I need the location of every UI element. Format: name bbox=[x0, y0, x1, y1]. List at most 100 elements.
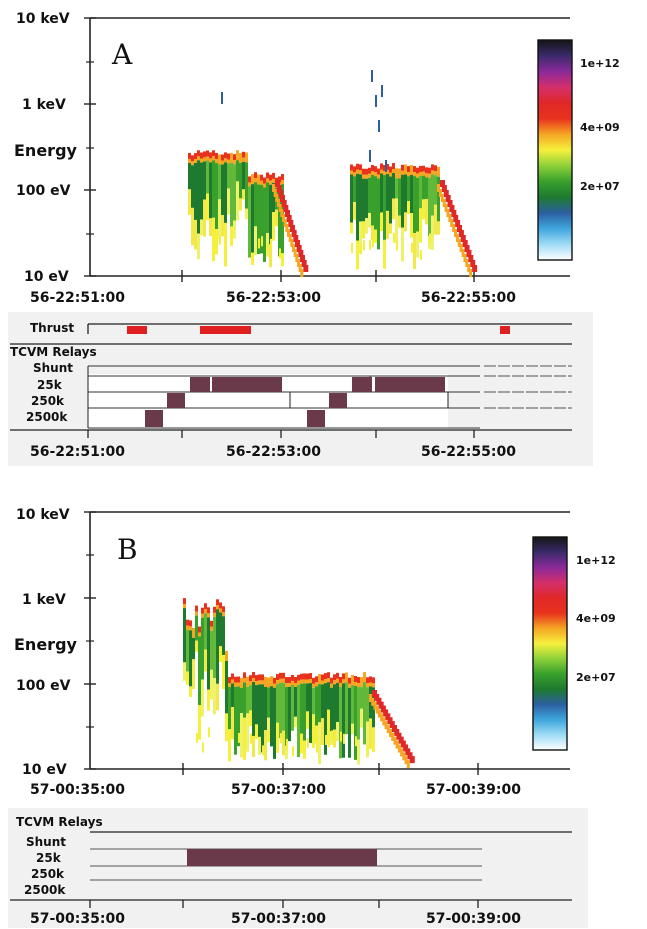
spectrogram-pixel bbox=[207, 689, 210, 711]
spectrogram-pixel bbox=[389, 172, 392, 177]
spectrogram-pixel bbox=[378, 701, 384, 709]
spectrogram-pixel bbox=[395, 740, 399, 749]
spectrogram-pixel bbox=[393, 232, 395, 243]
spectrogram-pixel bbox=[366, 683, 369, 688]
spectrogram-pixel bbox=[437, 166, 440, 173]
spectrogram-pixel bbox=[291, 674, 294, 681]
panel-a-label: A bbox=[111, 38, 133, 71]
spectrogram-pixel bbox=[353, 172, 356, 177]
relay-state-bar bbox=[307, 410, 325, 427]
spectrogram-pixel bbox=[258, 680, 261, 685]
spectrogram-pixel bbox=[413, 172, 416, 177]
spectrogram-pixel bbox=[209, 218, 212, 237]
spectrogram-pixel bbox=[261, 680, 264, 685]
spectrogram-pixel bbox=[197, 233, 200, 260]
spectrogram-pixel bbox=[389, 166, 392, 173]
spectrogram-pixel bbox=[216, 599, 219, 606]
spectrogram-pixel bbox=[428, 177, 431, 237]
spectrogram-pixel bbox=[371, 171, 374, 176]
spectrogram-pixel bbox=[285, 677, 288, 684]
panel-a-relay-25k: 25k bbox=[37, 378, 63, 392]
spectrogram-pixel bbox=[210, 620, 213, 627]
spectrogram-pixel bbox=[201, 679, 204, 717]
spectrogram-pixel bbox=[196, 733, 198, 744]
spectrogram-pixel bbox=[210, 630, 213, 670]
spectrogram-pixel bbox=[273, 189, 277, 197]
spectrogram-pixel bbox=[365, 178, 368, 219]
spectrogram-pixel bbox=[371, 175, 374, 226]
spectrogram-pixel bbox=[188, 158, 191, 163]
spectrogram-pixel bbox=[254, 182, 257, 227]
spectrogram-pixel bbox=[285, 745, 288, 760]
spectrogram-pixel bbox=[413, 233, 416, 269]
spectrogram-pixel bbox=[207, 607, 210, 614]
spectrogram-pixel bbox=[303, 673, 306, 680]
panel-a-cb-label-2: 4e+09 bbox=[580, 121, 620, 134]
spectrogram-pixel bbox=[431, 164, 434, 171]
panel-b-relay-background bbox=[8, 808, 588, 928]
spectrogram-pixel bbox=[248, 176, 251, 183]
spectrogram-pixel bbox=[422, 165, 425, 172]
spectrogram-pixel bbox=[339, 682, 342, 687]
panel-b-cb-label-3: 2e+07 bbox=[576, 671, 616, 684]
spectrogram-pixel bbox=[264, 676, 267, 683]
spectrogram-pixel bbox=[245, 152, 248, 159]
panel-b-relays-title: TCVM Relays bbox=[16, 815, 103, 829]
spectrogram-pixel bbox=[276, 722, 279, 753]
spectrogram-pixel bbox=[470, 260, 476, 267]
spectrogram-pixel bbox=[237, 686, 240, 747]
relay-state-bar bbox=[190, 377, 210, 392]
spectrogram-pixel bbox=[425, 177, 428, 199]
spectrogram-pixel bbox=[368, 177, 371, 213]
spectrogram-pixel bbox=[225, 656, 228, 661]
spectrogram-pixel bbox=[195, 611, 198, 616]
spectrogram-pixel bbox=[315, 682, 318, 687]
spectrogram-pixel bbox=[391, 732, 395, 741]
panel-b-ytick-100ev: 100 eV bbox=[16, 678, 71, 694]
spectrogram-pixel bbox=[360, 677, 363, 684]
relay-state-bar bbox=[212, 377, 282, 392]
spectrogram-pixel bbox=[209, 152, 212, 159]
spectrogram-pixel bbox=[195, 605, 198, 612]
spectrogram-pixel bbox=[189, 620, 192, 627]
spectrogram-pixel bbox=[230, 158, 233, 163]
spectrogram-pixel bbox=[327, 678, 330, 683]
spectrogram-pixel bbox=[275, 180, 280, 187]
spectrogram-pixel bbox=[273, 687, 276, 759]
spectrogram-pixel bbox=[321, 680, 324, 685]
spectrogram-pixel bbox=[236, 150, 239, 157]
spectrogram-pixel bbox=[368, 173, 371, 178]
spectrogram-pixel bbox=[281, 253, 284, 267]
spectrogram-pixel bbox=[234, 686, 237, 755]
spectrogram-pixel bbox=[457, 239, 461, 247]
spectrogram-pixel bbox=[425, 167, 428, 174]
panel-a-relay-xticks bbox=[87, 430, 475, 438]
panel-b-colorbar-scale bbox=[532, 536, 568, 751]
spectrogram-pixel bbox=[221, 164, 224, 215]
spectrogram-pixel bbox=[257, 184, 260, 254]
spectrogram-pixel bbox=[357, 677, 360, 684]
panel-b-xtick-3: 57-00:39:00 bbox=[426, 782, 521, 798]
spectrogram-pixel bbox=[277, 199, 280, 207]
spectrogram-pixel bbox=[262, 745, 264, 756]
spectrogram-pixel bbox=[342, 683, 345, 758]
spectrogram-pixel bbox=[398, 215, 401, 228]
spectrogram-pixel bbox=[219, 602, 222, 609]
spectrogram-pixel bbox=[224, 152, 227, 159]
spectrogram-pixel bbox=[238, 732, 240, 743]
spectrogram-pixel bbox=[312, 683, 315, 688]
spectrogram-pixel bbox=[372, 690, 377, 697]
spectrogram-pixel bbox=[389, 223, 392, 234]
spectrogram-pixel bbox=[422, 199, 425, 220]
spectrogram-pixel bbox=[216, 609, 219, 684]
spectrogram-pixel bbox=[261, 674, 264, 681]
panel-a-colorbar-scale bbox=[537, 39, 573, 261]
spectrogram-pixel bbox=[294, 676, 297, 683]
spectrogram-pixel bbox=[416, 173, 419, 178]
spectrogram-pixel bbox=[301, 260, 307, 267]
spectrogram-pixel bbox=[207, 617, 210, 690]
spectrogram-pixel bbox=[249, 710, 252, 727]
spectrogram-pixel bbox=[363, 672, 366, 679]
spectrogram-pixel bbox=[362, 221, 365, 239]
